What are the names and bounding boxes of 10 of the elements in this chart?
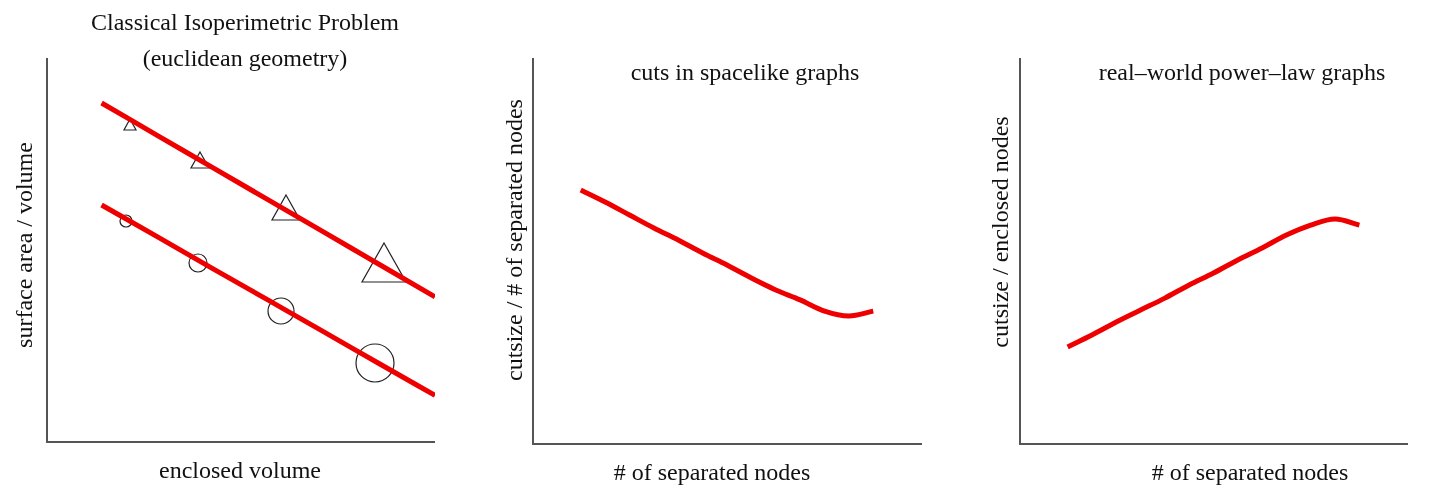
y-axis-title: cutsize / # of separated nodes (500, 99, 528, 381)
y-axis-title: cutsize / enclosed nodes (986, 116, 1014, 348)
chart-subtitle: (euclidean geometry) (142, 44, 348, 72)
x-axis-title: enclosed volume (159, 456, 321, 484)
chart-title: real–world power–law graphs (1098, 58, 1386, 86)
chart-title: Classical Isoperimetric Problem (91, 8, 399, 36)
y-axis-title: surface area / volume (10, 142, 38, 348)
x-axis-title: # of separated nodes (613, 458, 811, 486)
chart-title: cuts in spacelike graphs (630, 58, 860, 86)
x-axis-title: # of separated nodes (1151, 458, 1349, 486)
